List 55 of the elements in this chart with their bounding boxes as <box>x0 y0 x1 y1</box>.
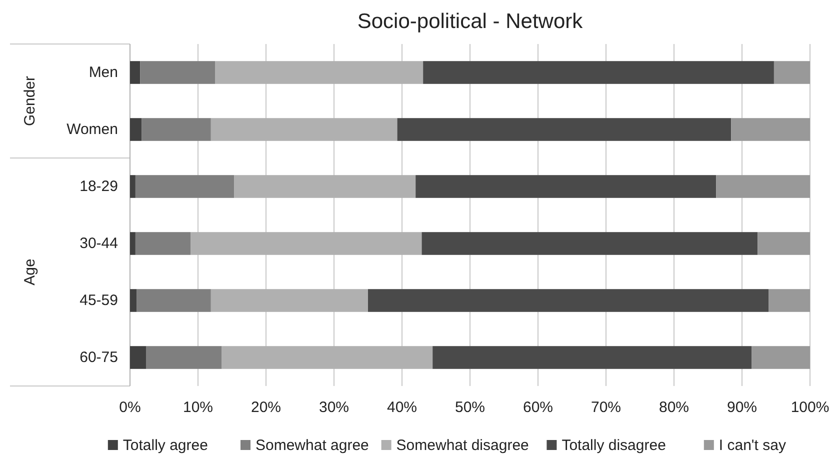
x-tick-label: 40% <box>386 399 418 416</box>
bar <box>190 232 422 255</box>
bar <box>423 61 774 84</box>
bar <box>422 232 758 255</box>
text: Age <box>22 258 38 286</box>
bar <box>768 289 810 312</box>
chart-title: Socio-political - Network <box>357 10 584 33</box>
bar <box>215 61 424 84</box>
legend-label: Somewhat agree <box>256 437 369 454</box>
legend-label: Totally disagree <box>562 437 666 454</box>
bar <box>731 118 810 141</box>
bar <box>130 346 146 369</box>
bar <box>130 118 142 141</box>
x-tick-label: 70% <box>590 399 622 416</box>
x-tick-label: 50% <box>454 399 486 416</box>
bar <box>774 61 810 84</box>
y-tick-label: Men <box>88 64 118 81</box>
x-tick-label: 0% <box>119 399 141 416</box>
bar <box>140 61 215 84</box>
bar <box>752 346 810 369</box>
x-tick-label: 60% <box>522 399 554 416</box>
bar <box>397 118 732 141</box>
x-tick-label: 20% <box>250 399 282 416</box>
x-tick-label: 80% <box>658 399 690 416</box>
bar <box>210 289 368 312</box>
text: Gender <box>22 76 38 126</box>
bar <box>222 346 433 369</box>
bar <box>135 232 191 255</box>
bar <box>432 346 752 369</box>
bar <box>716 175 810 198</box>
bar <box>142 118 211 141</box>
y-tick-label: 60-75 <box>80 349 118 366</box>
bar <box>130 61 140 84</box>
bar <box>416 175 716 198</box>
x-tick-label: 10% <box>182 399 214 416</box>
y-tick-label: 18-29 <box>80 178 118 195</box>
bar <box>234 175 416 198</box>
bar <box>130 289 137 312</box>
bar <box>210 118 398 141</box>
bar <box>136 289 211 312</box>
y-tick-label: Women <box>66 121 118 138</box>
x-tick-label: 100% <box>790 399 830 416</box>
bar <box>130 175 136 198</box>
y-tick-label: 45-59 <box>80 292 118 309</box>
legend-label: I can't say <box>718 437 786 454</box>
x-tick-label: 90% <box>726 399 758 416</box>
bar <box>135 175 234 198</box>
bar <box>130 232 136 255</box>
bar <box>368 289 769 312</box>
y-tick-label: 30-44 <box>80 235 118 252</box>
bar <box>758 232 810 255</box>
x-tick-label: 30% <box>318 399 350 416</box>
legend-label: Totally agree <box>122 437 208 454</box>
legend-label: Somewhat disagree <box>396 437 529 454</box>
bar <box>146 346 222 369</box>
